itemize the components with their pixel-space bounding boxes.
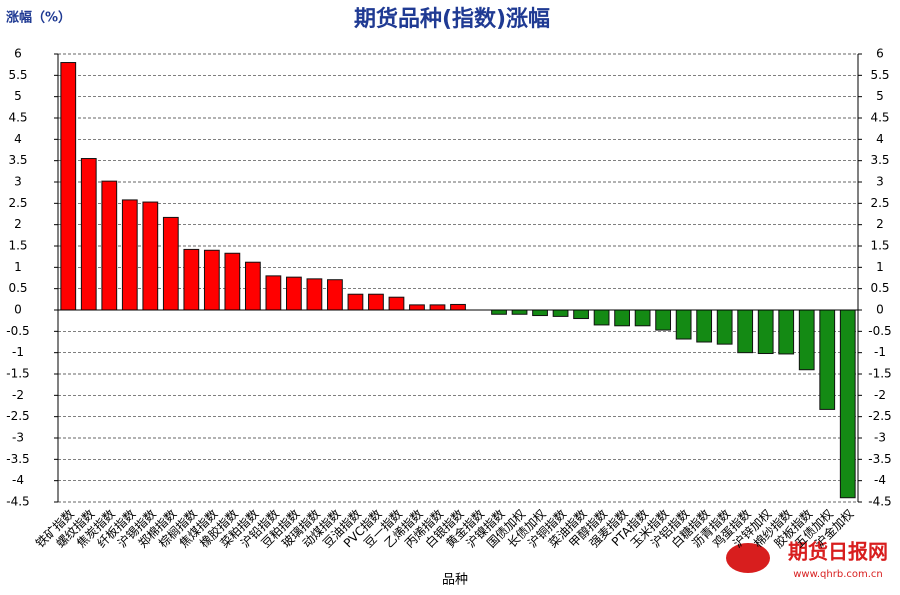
y-tick-label: -2.5 (6, 409, 29, 423)
y2-tick-label: 5 (876, 89, 884, 103)
y2-tick-label: 2.5 (870, 196, 889, 210)
y2-tick-label: 3 (876, 175, 884, 189)
y2-tick-label: 4 (876, 132, 884, 146)
y2-tick-label: -3.5 (868, 452, 891, 466)
bar (203, 249, 220, 311)
bar (265, 275, 282, 311)
y-tick-label: 3 (14, 175, 22, 189)
bar (80, 158, 97, 311)
y2-tick-label: -2.5 (868, 409, 891, 423)
bar (491, 309, 507, 315)
y2-tick-label: 0.5 (870, 281, 889, 295)
y-tick-label: 2 (14, 217, 22, 231)
y-tick-label: 5.5 (8, 68, 27, 82)
bar (347, 293, 364, 311)
bar (429, 304, 446, 311)
bar (655, 309, 672, 331)
y2-tick-label: -3 (874, 431, 886, 445)
y-tick-label: 0.5 (8, 281, 27, 295)
bar (737, 309, 754, 354)
y-tick-label: 2.5 (8, 196, 27, 210)
y-tick-label: -4.5 (6, 495, 29, 509)
bar (696, 309, 713, 343)
y2-tick-label: 1.5 (870, 239, 889, 253)
y-tick-label: 1.5 (8, 239, 27, 253)
bar (532, 309, 548, 317)
y2-tick-label: -2 (874, 388, 886, 402)
bar (224, 252, 241, 311)
bar (757, 309, 774, 355)
logo-url: www.qhrb.com.cn (793, 569, 883, 580)
y2-tick-label: 0 (876, 303, 884, 317)
bar (593, 309, 610, 326)
y2-tick-label: 3.5 (870, 153, 889, 167)
y2-tick-label: 5.5 (870, 68, 889, 82)
bar (819, 309, 836, 410)
y-tick-label: -2 (12, 388, 24, 402)
y-tick-label: 0 (14, 303, 22, 317)
y-tick-label: -0.5 (6, 324, 29, 338)
bar (327, 279, 343, 311)
y2-tick-label: 4.5 (870, 111, 889, 125)
bar (244, 261, 261, 311)
y2-tick-label: -4.5 (868, 495, 891, 509)
bar (634, 309, 651, 327)
bar (121, 199, 138, 311)
bar (101, 180, 118, 311)
chart-title: 期货品种(指数)涨幅 (354, 6, 550, 32)
bar (388, 296, 405, 311)
bar (306, 278, 323, 311)
bar (573, 309, 589, 320)
bar (511, 309, 528, 315)
logo-name: 期货日报网 (788, 540, 888, 564)
y2-tick-label: -1.5 (868, 367, 891, 381)
y-tick-label: -1 (12, 345, 24, 359)
y-tick-label: -4 (12, 473, 24, 487)
bar (798, 309, 815, 371)
bar (286, 276, 302, 311)
y-tick-label: -1.5 (6, 367, 29, 381)
y2-tick-label: -0.5 (868, 324, 891, 338)
bar (183, 248, 200, 311)
bar (552, 309, 569, 317)
y-tick-label: 1 (14, 260, 22, 274)
watermark: 期货日报网 www.qhrb.com.cn (726, 540, 888, 580)
y2-tick-label: 1 (876, 260, 884, 274)
y-tick-label: -3 (12, 431, 24, 445)
y-tick-label: 5 (14, 89, 22, 103)
y2-tick-label: 2 (876, 217, 884, 231)
y-tick-label: 4 (14, 132, 22, 146)
bar (839, 309, 856, 499)
bar (778, 309, 795, 355)
y-tick-label: 3.5 (8, 153, 27, 167)
y-tick-label: 6 (14, 47, 22, 61)
y-tick-label: 4.5 (8, 111, 27, 125)
bar (450, 303, 466, 311)
bar (614, 309, 630, 327)
y-tick-label: -3.5 (6, 452, 29, 466)
bar (142, 201, 159, 311)
bar (368, 293, 384, 311)
y2-tick-label: -4 (874, 473, 886, 487)
logo-icon (726, 543, 770, 573)
y2-tick-label: -1 (874, 345, 886, 359)
y2-tick-label: 6 (876, 47, 884, 61)
bar (675, 309, 692, 340)
bar (716, 309, 733, 345)
x-axis-label: 品种 (442, 573, 468, 588)
bar (60, 62, 77, 311)
bar (162, 216, 179, 311)
y-axis-label: 涨幅（%） (5, 10, 71, 26)
bar (409, 304, 425, 311)
